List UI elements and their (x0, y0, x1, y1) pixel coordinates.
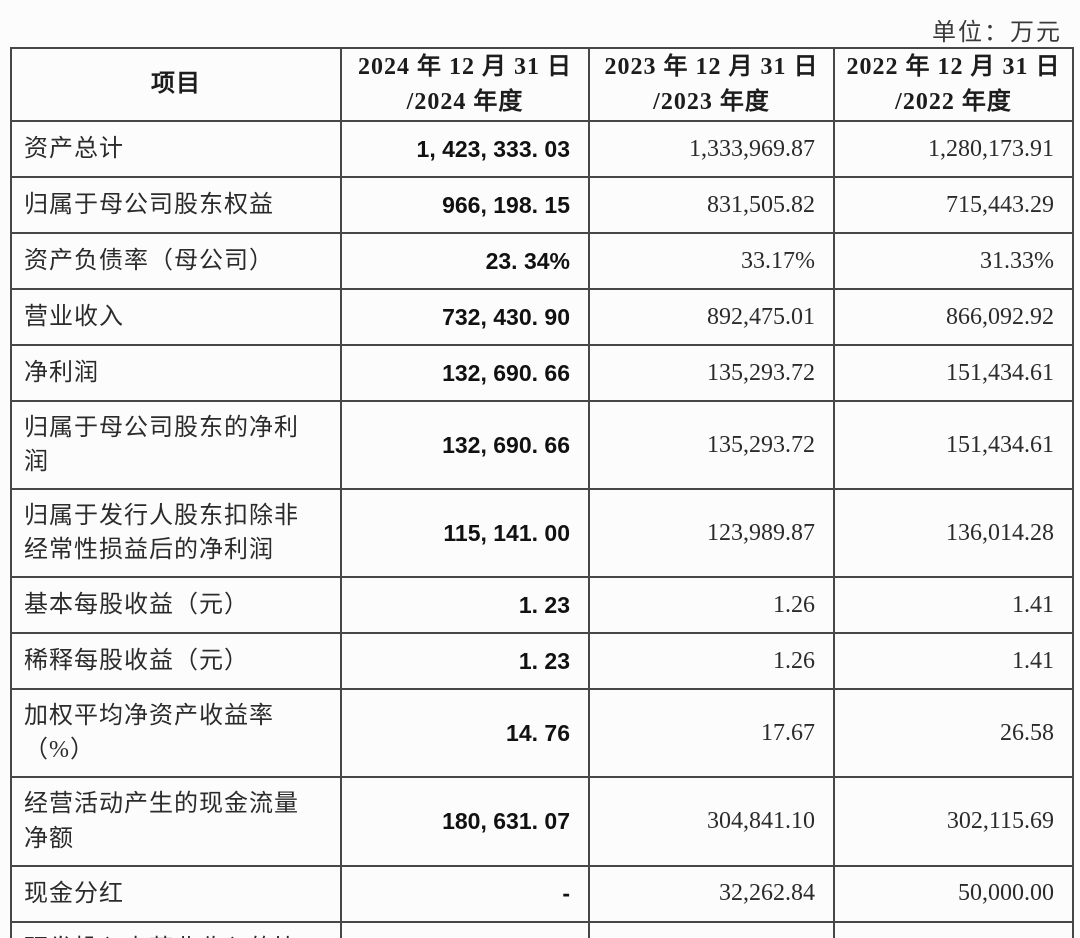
unit-label: 单位：万元 (932, 20, 1062, 46)
value-2023: 135,293.72 (588, 399, 835, 491)
value-2024: 132, 690. 66 (340, 344, 590, 402)
value-2022: 136,014.28 (833, 488, 1074, 579)
table-row-debt-ratio: 资产负债率（母公司） 23. 34% 33.17% 31.33% (10, 232, 1074, 290)
value-2024: 180, 631. 07 (340, 776, 590, 867)
value-2022: 1,280,173.91 (833, 120, 1074, 178)
header-2022: 2022 年 12 月 31 日 /2022 年度 (833, 47, 1074, 122)
value-2024: 1. 23 (340, 576, 590, 635)
value-2022: 715,443.29 (833, 176, 1074, 234)
row-label: 经营活动产生的现金流量 净额 (10, 776, 342, 867)
value-2024: 732, 430. 90 (340, 288, 590, 346)
value-2023: 1,333,969.87 (588, 120, 835, 178)
value-2023: 831,505.82 (588, 176, 835, 234)
value-2023: 32,262.84 (588, 864, 835, 923)
header-row: 项目 2024 年 12 月 31 日 /2024 年度 2023 年 12 月… (10, 47, 1074, 122)
header-2024: 2024 年 12 月 31 日 /2024 年度 (340, 47, 590, 122)
row-label: 现金分红 (10, 864, 342, 923)
value-2023: 33.17% (588, 232, 835, 290)
value-2023: 3.52 (588, 920, 835, 938)
row-label: 研发投入占营业收入的比 例（%） (10, 920, 342, 938)
value-2022: 302,115.69 (833, 776, 1074, 867)
row-label: 稀释每股收益（元） (10, 632, 342, 691)
row-label: 营业收入 (10, 288, 342, 346)
row-label: 归属于母公司股东的净利 润 (10, 399, 342, 491)
value-2022: 50,000.00 (833, 864, 1074, 923)
value-2022: 1.41 (833, 632, 1074, 691)
table-row-weighted-roe: 加权平均净资产收益率 （%） 14. 76 17.67 26.58 (10, 688, 1074, 779)
value-2024: 132, 690. 66 (340, 399, 590, 491)
table-row-operating-cash-flow: 经营活动产生的现金流量 净额 180, 631. 07 304,841.10 3… (10, 776, 1074, 867)
table-row-cash-dividend: 现金分红 - 32,262.84 50,000.00 (10, 864, 1074, 923)
value-2022: 26.58 (833, 688, 1074, 779)
row-label: 归属于母公司股东权益 (10, 176, 342, 234)
value-2023: 1.26 (588, 576, 835, 635)
table-row-parent-equity: 归属于母公司股东权益 966, 198. 15 831,505.82 715,4… (10, 176, 1074, 234)
value-2024: 966, 198. 15 (340, 176, 590, 234)
financial-summary-table: 项目 2024 年 12 月 31 日 /2024 年度 2023 年 12 月… (10, 47, 1074, 938)
value-2024: 23. 34% (340, 232, 590, 290)
value-2023: 123,989.87 (588, 488, 835, 579)
value-2024: 14. 76 (340, 688, 590, 779)
table-row-parent-net-profit: 归属于母公司股东的净利 润 132, 690. 66 135,293.72 15… (10, 399, 1074, 491)
value-2023: 135,293.72 (588, 344, 835, 402)
value-2024: - (340, 864, 590, 923)
row-label: 归属于发行人股东扣除非 经常性损益后的净利润 (10, 488, 342, 579)
header-item: 项目 (10, 47, 342, 122)
value-2022: 3.44 (833, 920, 1074, 938)
value-2022: 151,434.61 (833, 344, 1074, 402)
value-2023: 892,475.01 (588, 288, 835, 346)
value-2024: 115, 141. 00 (340, 488, 590, 579)
table-header: 项目 2024 年 12 月 31 日 /2024 年度 2023 年 12 月… (10, 47, 1074, 122)
table-row-rd-ratio: 研发投入占营业收入的比 例（%） 3. 61 3.52 3.44 (10, 920, 1074, 938)
value-2022: 31.33% (833, 232, 1074, 290)
row-label: 资产负债率（母公司） (10, 232, 342, 290)
table-row-diluted-eps: 稀释每股收益（元） 1. 23 1.26 1.41 (10, 632, 1074, 691)
value-2022: 1.41 (833, 576, 1074, 635)
header-2023: 2023 年 12 月 31 日 /2023 年度 (588, 47, 835, 122)
value-2024: 3. 61 (340, 920, 590, 938)
row-label: 净利润 (10, 344, 342, 402)
value-2023: 17.67 (588, 688, 835, 779)
value-2023: 304,841.10 (588, 776, 835, 867)
value-2024: 1. 23 (340, 632, 590, 691)
table-row-basic-eps: 基本每股收益（元） 1. 23 1.26 1.41 (10, 576, 1074, 635)
table-body: 资产总计 1, 423, 333. 03 1,333,969.87 1,280,… (10, 120, 1074, 938)
table-row-revenue: 营业收入 732, 430. 90 892,475.01 866,092.92 (10, 288, 1074, 346)
row-label: 资产总计 (10, 120, 342, 178)
value-2024: 1, 423, 333. 03 (340, 120, 590, 178)
table-row-net-profit: 净利润 132, 690. 66 135,293.72 151,434.61 (10, 344, 1074, 402)
value-2022: 151,434.61 (833, 399, 1074, 491)
table-row-deducted-net-profit: 归属于发行人股东扣除非 经常性损益后的净利润 115, 141. 00 123,… (10, 488, 1074, 579)
row-label: 基本每股收益（元） (10, 576, 342, 635)
row-label: 加权平均净资产收益率 （%） (10, 688, 342, 779)
value-2022: 866,092.92 (833, 288, 1074, 346)
value-2023: 1.26 (588, 632, 835, 691)
table-row-total-assets: 资产总计 1, 423, 333. 03 1,333,969.87 1,280,… (10, 120, 1074, 178)
